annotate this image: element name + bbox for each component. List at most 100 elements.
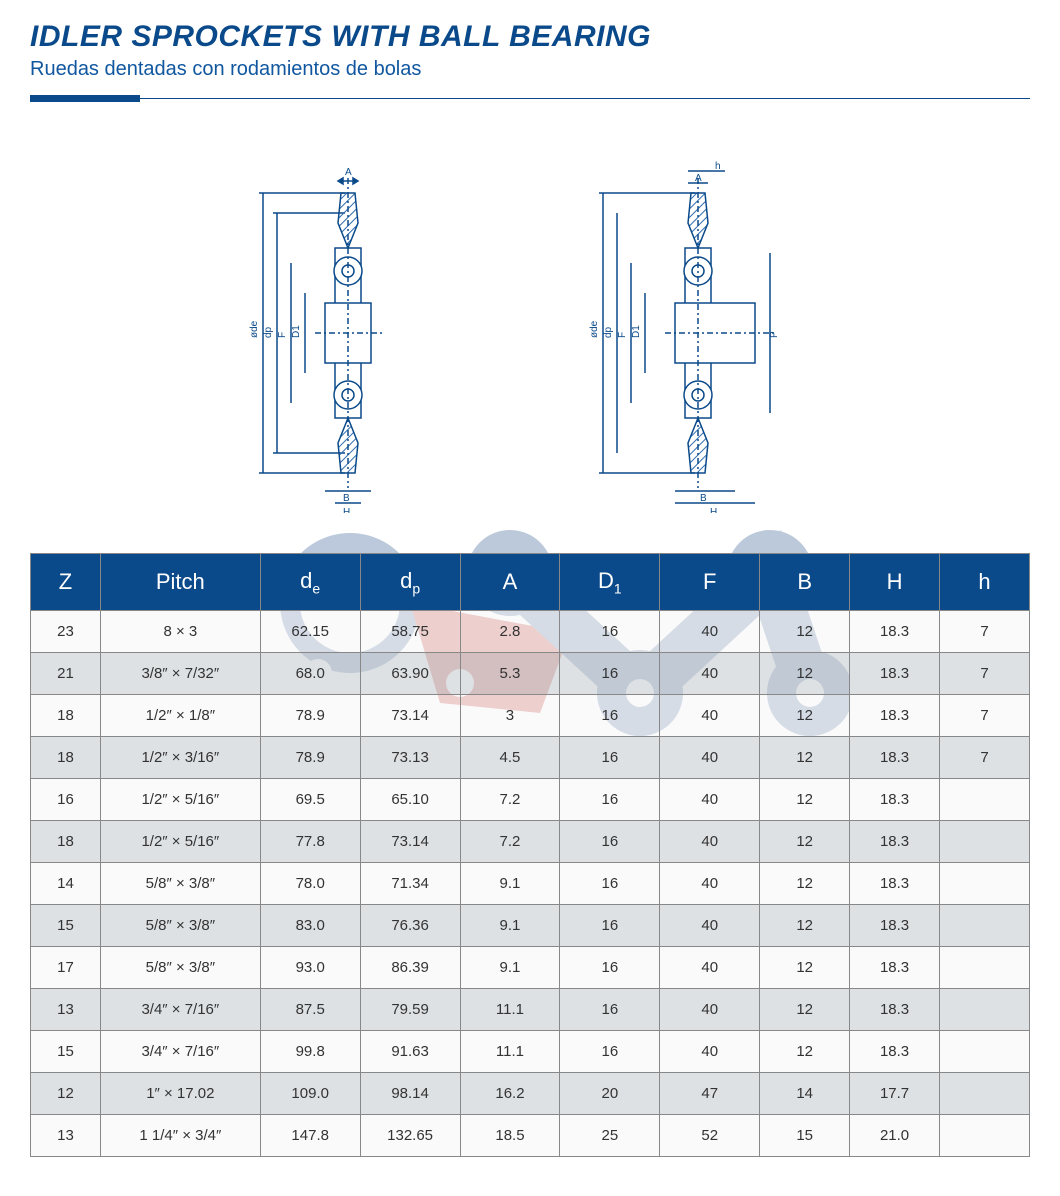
table-cell: 132.65 [360,1115,460,1157]
column-header-b: B [760,554,850,611]
table-cell: 23 [31,611,101,653]
table-cell: 9.1 [460,947,560,989]
dim-label: dp [603,326,614,338]
table-cell: 47 [660,1073,760,1115]
dim-label: h [715,161,721,172]
table-cell: 12 [760,779,850,821]
table-cell: 40 [660,1031,760,1073]
column-header-de: de [260,554,360,611]
dim-label: D1 [291,325,302,338]
table-cell: 16 [560,611,660,653]
table-cell: 15 [31,905,101,947]
diagram-row: øde dp F D1 A B H [30,153,1030,513]
title-divider [30,93,1030,103]
table-cell: 18 [31,821,101,863]
table-cell: 5.3 [460,653,560,695]
table-cell: 16 [560,947,660,989]
table-cell: 12 [760,947,850,989]
table-row: 131 1/4″ × 3/4″147.8132.6518.525521521.0 [31,1115,1030,1157]
table-cell: 109.0 [260,1073,360,1115]
table-cell: 16 [31,779,101,821]
table-cell: 87.5 [260,989,360,1031]
dim-label: dp [263,326,274,338]
table-cell: 99.8 [260,1031,360,1073]
table-cell: 11.1 [460,989,560,1031]
table-cell: 18.3 [850,653,940,695]
table-cell: 17.7 [850,1073,940,1115]
table-cell: 77.8 [260,821,360,863]
table-cell: 18 [31,695,101,737]
table-cell: 12 [760,653,850,695]
table-cell: 7 [940,653,1030,695]
table-cell: 83.0 [260,905,360,947]
table-cell: 63.90 [360,653,460,695]
table-cell: 16 [560,695,660,737]
table-cell: 69.5 [260,779,360,821]
table-row: 213/8″ × 7/32″68.063.905.316401218.37 [31,653,1030,695]
table-cell: 15 [31,1031,101,1073]
dim-label: A [345,167,352,178]
table-cell: 1/2″ × 3/16″ [100,737,260,779]
dim-label: B [343,493,350,504]
table-cell: 17 [31,947,101,989]
table-cell: 12 [760,821,850,863]
table-cell: 15 [760,1115,850,1157]
table-cell: 5/8″ × 3/8″ [100,947,260,989]
table-cell: 18.3 [850,779,940,821]
dim-label: H [710,507,717,513]
table-cell: 62.15 [260,611,360,653]
table-cell: 18.3 [850,695,940,737]
table-cell: 1/2″ × 1/8″ [100,695,260,737]
table-row: 153/4″ × 7/16″99.891.6311.116401218.3 [31,1031,1030,1073]
dim-label: H [343,507,350,513]
table-row: 121″ × 17.02109.098.1416.220471417.7 [31,1073,1030,1115]
table-cell: 20 [560,1073,660,1115]
table-row: 133/4″ × 7/16″87.579.5911.116401218.3 [31,989,1030,1031]
table-cell: 8 × 3 [100,611,260,653]
column-header-a: A [460,554,560,611]
table-cell: 12 [760,989,850,1031]
table-row: 181/2″ × 1/8″78.973.14316401218.37 [31,695,1030,737]
dim-label: F [617,332,628,338]
table-cell: 16 [560,737,660,779]
table-cell: 18.3 [850,737,940,779]
table-row: 181/2″ × 5/16″77.873.147.216401218.3 [31,821,1030,863]
table-row: 238 × 362.1558.752.816401218.37 [31,611,1030,653]
table-cell: 16.2 [460,1073,560,1115]
table-cell: 18.3 [850,611,940,653]
table-cell: 16 [560,863,660,905]
page-subtitle: Ruedas dentadas con rodamientos de bolas [30,58,1030,81]
table-row: 161/2″ × 5/16″69.565.107.216401218.3 [31,779,1030,821]
table-cell: 21 [31,653,101,695]
table-cell [940,821,1030,863]
table-cell: 98.14 [360,1073,460,1115]
table-cell: 68.0 [260,653,360,695]
table-cell: 12 [760,1031,850,1073]
table-cell: 7.2 [460,821,560,863]
table-cell: 25 [560,1115,660,1157]
table-cell: 78.9 [260,695,360,737]
table-cell: 91.63 [360,1031,460,1073]
table-cell: 14 [760,1073,850,1115]
column-header-h: h [940,554,1030,611]
dim-label: F [277,332,288,338]
table-cell: 93.0 [260,947,360,989]
table-cell: 9.1 [460,863,560,905]
table-cell: 40 [660,989,760,1031]
table-cell: 16 [560,821,660,863]
table-cell: 3/4″ × 7/16″ [100,1031,260,1073]
table-cell: 40 [660,737,760,779]
table-cell: 18.3 [850,905,940,947]
table-cell: 18.3 [850,947,940,989]
spec-table: ZPitchdedpAD1FBHh 238 × 362.1558.752.816… [30,553,1030,1157]
table-cell: 16 [560,989,660,1031]
table-cell [940,947,1030,989]
table-cell: 5/8″ × 3/8″ [100,905,260,947]
table-cell: 1/2″ × 5/16″ [100,821,260,863]
dim-label: A [695,173,702,184]
column-header-d1: D1 [560,554,660,611]
table-cell: 3/8″ × 7/32″ [100,653,260,695]
table-cell: 13 [31,1115,101,1157]
table-cell: 16 [560,779,660,821]
table-cell: 79.59 [360,989,460,1031]
